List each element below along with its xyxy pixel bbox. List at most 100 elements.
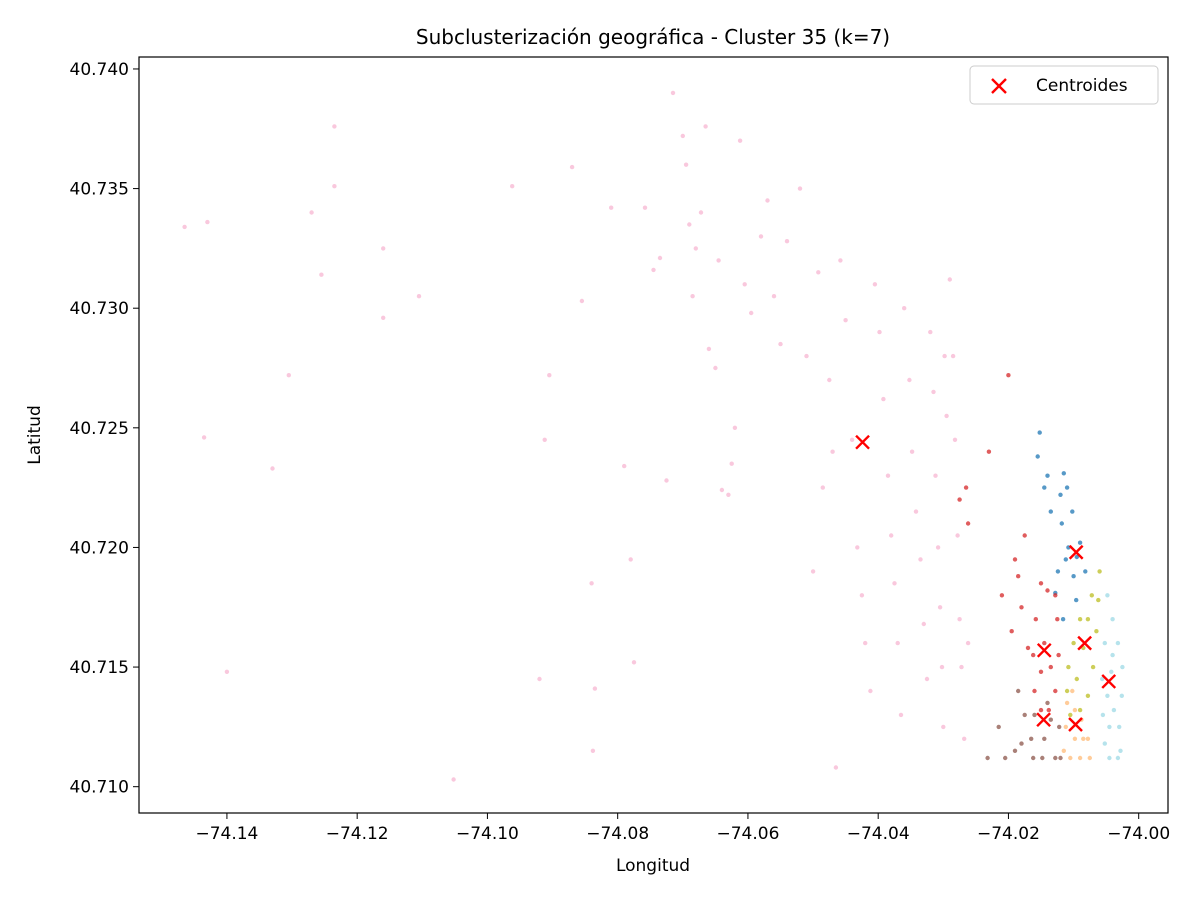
data-point xyxy=(1059,521,1065,526)
data-point xyxy=(1096,597,1101,603)
data-point xyxy=(381,246,386,251)
data-point xyxy=(843,318,848,323)
data-point xyxy=(1038,669,1044,674)
data-point xyxy=(1094,629,1099,634)
data-point xyxy=(1117,724,1122,730)
data-point xyxy=(1110,617,1115,622)
data-point xyxy=(1025,645,1031,651)
data-point xyxy=(889,533,894,538)
y-tick-label: 40.735 xyxy=(70,180,129,200)
x-tick-label: −74.08 xyxy=(586,824,649,844)
data-point xyxy=(872,282,878,287)
data-point xyxy=(1058,492,1063,497)
data-point xyxy=(622,463,627,469)
data-point xyxy=(1102,741,1108,746)
data-point xyxy=(957,497,962,502)
data-point xyxy=(863,640,868,646)
data-point xyxy=(1090,664,1096,670)
centroid-marker xyxy=(1068,544,1084,560)
data-point xyxy=(933,473,938,478)
data-point xyxy=(742,282,747,287)
data-point xyxy=(547,373,552,378)
data-point xyxy=(737,138,743,143)
centroid-marker xyxy=(1036,642,1052,658)
data-point xyxy=(1107,755,1112,761)
data-point xyxy=(937,605,943,610)
data-point xyxy=(1046,707,1052,713)
data-point xyxy=(205,219,210,225)
data-point xyxy=(1053,593,1058,598)
data-point xyxy=(309,210,314,215)
data-point xyxy=(592,686,598,691)
data-point xyxy=(758,234,764,239)
data-point xyxy=(947,277,952,282)
data-point xyxy=(955,533,960,538)
y-tick-label: 40.710 xyxy=(70,778,129,798)
data-point xyxy=(1118,748,1123,753)
data-point xyxy=(1105,693,1110,698)
data-point xyxy=(1085,617,1091,622)
data-point xyxy=(706,346,712,352)
data-point xyxy=(1032,688,1037,694)
data-point xyxy=(1063,724,1069,730)
data-point xyxy=(957,617,962,622)
y-tick-label: 40.730 xyxy=(70,299,129,319)
data-point xyxy=(749,310,754,316)
data-point xyxy=(1006,373,1011,378)
x-tick-label: −74.10 xyxy=(456,824,519,844)
data-point xyxy=(690,294,695,299)
data-point xyxy=(1012,557,1018,562)
data-point xyxy=(381,315,386,320)
data-point xyxy=(224,669,230,674)
data-point xyxy=(1053,688,1058,694)
x-tick-label: −74.04 xyxy=(847,824,910,844)
data-point xyxy=(838,258,843,263)
legend-label: Centroides xyxy=(1036,76,1128,96)
data-point xyxy=(416,294,422,299)
y-axis: 40.710 40.715 40.720 40.725 40.730 40.735 40.7… xyxy=(70,60,139,798)
data-point xyxy=(885,473,891,478)
data-point xyxy=(1055,569,1061,574)
legend: Centroides xyxy=(969,65,1159,105)
x-axis: −74.14 −74.12 −74.10 −74.08 −74.06 −74.04 −74.… xyxy=(195,813,1170,844)
data-point xyxy=(913,509,919,514)
y-tick-label: 40.720 xyxy=(70,538,129,558)
data-point xyxy=(1064,700,1070,706)
data-point xyxy=(855,545,860,550)
data-point xyxy=(1031,755,1036,761)
data-point xyxy=(1100,676,1105,682)
data-point xyxy=(1083,569,1088,574)
plot-frame xyxy=(138,56,1169,814)
data-point xyxy=(1029,736,1034,741)
y-tick-label: 40.740 xyxy=(70,60,129,80)
data-point xyxy=(1100,712,1106,718)
x-tick-label: −74.06 xyxy=(716,824,779,844)
data-point xyxy=(859,593,865,598)
data-point xyxy=(833,765,839,770)
data-point xyxy=(804,353,809,359)
data-point xyxy=(918,557,923,562)
data-point xyxy=(1061,748,1067,753)
series-4 xyxy=(985,688,1063,761)
data-point xyxy=(1077,707,1083,713)
series-0 xyxy=(1035,430,1088,622)
y-tick-label: 40.725 xyxy=(70,419,129,439)
data-point xyxy=(924,676,930,682)
data-point xyxy=(816,270,821,275)
data-point xyxy=(1074,597,1079,603)
data-point xyxy=(729,461,734,466)
data-point xyxy=(1019,741,1024,746)
data-point xyxy=(1009,629,1014,634)
data-point xyxy=(332,184,337,189)
data-point xyxy=(797,186,803,191)
data-point xyxy=(784,239,790,244)
data-point xyxy=(1035,454,1040,459)
data-point xyxy=(1115,640,1121,646)
data-point xyxy=(868,688,873,694)
data-point xyxy=(1071,640,1076,646)
data-point xyxy=(651,267,656,273)
data-point xyxy=(765,198,770,203)
data-point xyxy=(670,90,676,96)
